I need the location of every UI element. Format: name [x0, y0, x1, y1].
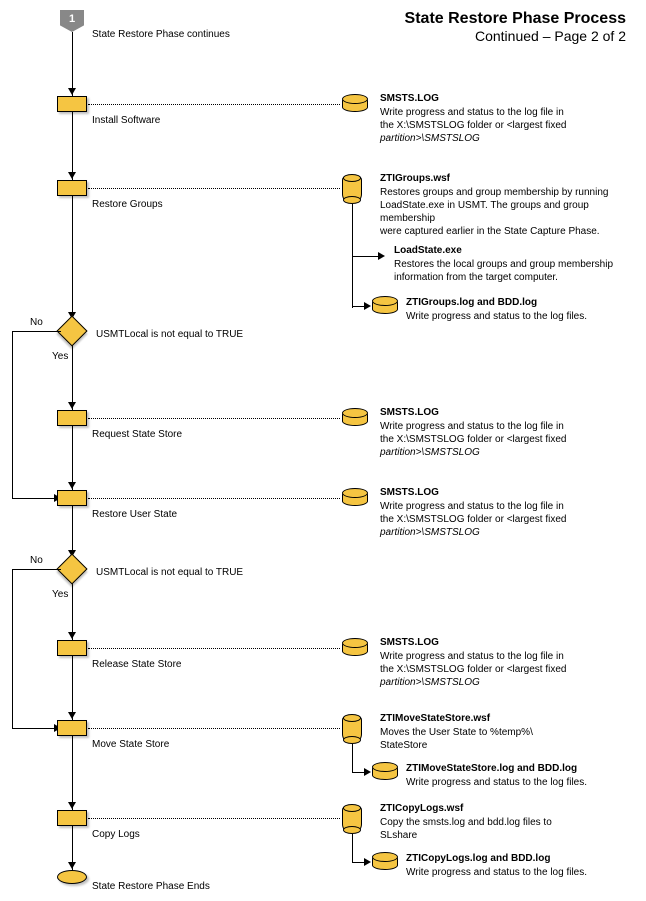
step-label: Restore Groups: [92, 198, 163, 211]
arrow-icon: [68, 402, 76, 409]
artifact-desc: Restores the local groups and group memb…: [394, 258, 613, 284]
artifact-name: LoadState.exe: [394, 244, 462, 257]
process-request-state-store: [57, 410, 87, 426]
artifact-name: ZTIGroups.wsf: [380, 172, 450, 185]
artifact-name: SMSTS.LOG: [380, 486, 439, 499]
artifact-name: SMSTS.LOG: [380, 636, 439, 649]
step-label: Restore User State: [92, 508, 177, 521]
arrow-icon: [68, 802, 76, 809]
artifact-desc: Write progress and status to the log fil…: [406, 310, 587, 323]
database-icon: [372, 854, 398, 870]
title-sub: Continued – Page 2 of 2: [405, 28, 626, 44]
connector-dotted: [88, 104, 340, 105]
artifact-name: ZTIMoveStateStore.log and BDD.log: [406, 762, 577, 775]
step-label: Install Software: [92, 114, 160, 127]
no-branch-line: [12, 331, 13, 498]
script-icon: [342, 176, 362, 202]
title-main: State Restore Phase Process: [405, 10, 626, 28]
step-label: Release State Store: [92, 658, 182, 671]
script-icon: [342, 806, 362, 832]
arrow-icon: [364, 768, 371, 776]
decision-yes: Yes: [52, 350, 68, 363]
offpage-connector: 1: [60, 10, 84, 32]
arrow-icon: [364, 302, 371, 310]
step-label: Move State Store: [92, 738, 169, 751]
connector-dotted: [88, 418, 340, 419]
artifact-name: ZTICopyLogs.wsf: [380, 802, 463, 815]
connector-dotted: [88, 188, 340, 189]
no-branch-line: [12, 569, 61, 570]
arrow-icon: [68, 712, 76, 719]
decision-usmtlocal-2: [56, 553, 87, 584]
artifact-name: SMSTS.LOG: [380, 406, 439, 419]
database-icon: [342, 640, 368, 656]
no-branch-line: [12, 498, 56, 499]
connector-dotted: [88, 728, 340, 729]
artifact-desc: Write progress and status to the log fil…: [380, 650, 566, 689]
database-icon: [342, 410, 368, 426]
sub-branch-line: [352, 834, 353, 862]
end-label: State Restore Phase Ends: [92, 880, 210, 893]
start-label: State Restore Phase continues: [92, 28, 230, 41]
arrow-icon: [364, 858, 371, 866]
process-release-state-store: [57, 640, 87, 656]
database-icon: [342, 96, 368, 112]
database-icon: [342, 490, 368, 506]
process-copy-logs: [57, 810, 87, 826]
no-branch-line: [12, 569, 13, 728]
decision-no: No: [30, 316, 43, 329]
artifact-name: ZTIGroups.log and BDD.log: [406, 296, 537, 309]
terminator-end: [57, 870, 87, 884]
artifact-desc: Moves the User State to %temp%\ StateSto…: [380, 726, 533, 752]
artifact-desc: Write progress and status to the log fil…: [380, 500, 566, 539]
artifact-name: ZTIMoveStateStore.wsf: [380, 712, 490, 725]
no-branch-line: [12, 331, 61, 332]
script-icon: [342, 716, 362, 742]
page-title: State Restore Phase Process Continued – …: [405, 10, 626, 44]
arrow-icon: [68, 862, 76, 869]
arrow-icon: [68, 88, 76, 95]
sub-branch-line: [352, 744, 353, 772]
connector-dotted: [88, 818, 340, 819]
main-flow-line: [72, 32, 73, 874]
step-label: Request State Store: [92, 428, 182, 441]
arrow-icon: [68, 632, 76, 639]
process-move-state-store: [57, 720, 87, 736]
database-icon: [372, 764, 398, 780]
decision-label: USMTLocal is not equal to TRUE: [96, 566, 243, 579]
artifact-desc: Copy the smsts.log and bdd.log files to …: [380, 816, 552, 842]
process-install-software: [57, 96, 87, 112]
decision-label: USMTLocal is not equal to TRUE: [96, 328, 243, 341]
process-restore-user-state: [57, 490, 87, 506]
arrow-icon: [68, 172, 76, 179]
artifact-desc: Write progress and status to the log fil…: [380, 420, 566, 459]
database-icon: [372, 298, 398, 314]
decision-yes: Yes: [52, 588, 68, 601]
artifact-desc: Write progress and status to the log fil…: [406, 776, 587, 789]
connector-dotted: [88, 648, 340, 649]
artifact-name: ZTICopyLogs.log and BDD.log: [406, 852, 550, 865]
artifact-desc: Write progress and status to the log fil…: [406, 866, 587, 879]
step-label: Copy Logs: [92, 828, 140, 841]
arrow-icon: [378, 252, 385, 260]
decision-usmtlocal-1: [56, 315, 87, 346]
artifact-desc: Write progress and status to the log fil…: [380, 106, 566, 145]
decision-no: No: [30, 554, 43, 567]
arrow-icon: [68, 482, 76, 489]
no-branch-line: [12, 728, 56, 729]
artifact-name: SMSTS.LOG: [380, 92, 439, 105]
connector-dotted: [88, 498, 340, 499]
process-restore-groups: [57, 180, 87, 196]
artifact-desc: Restores groups and group membership by …: [380, 186, 646, 238]
sub-branch-line: [352, 256, 380, 257]
